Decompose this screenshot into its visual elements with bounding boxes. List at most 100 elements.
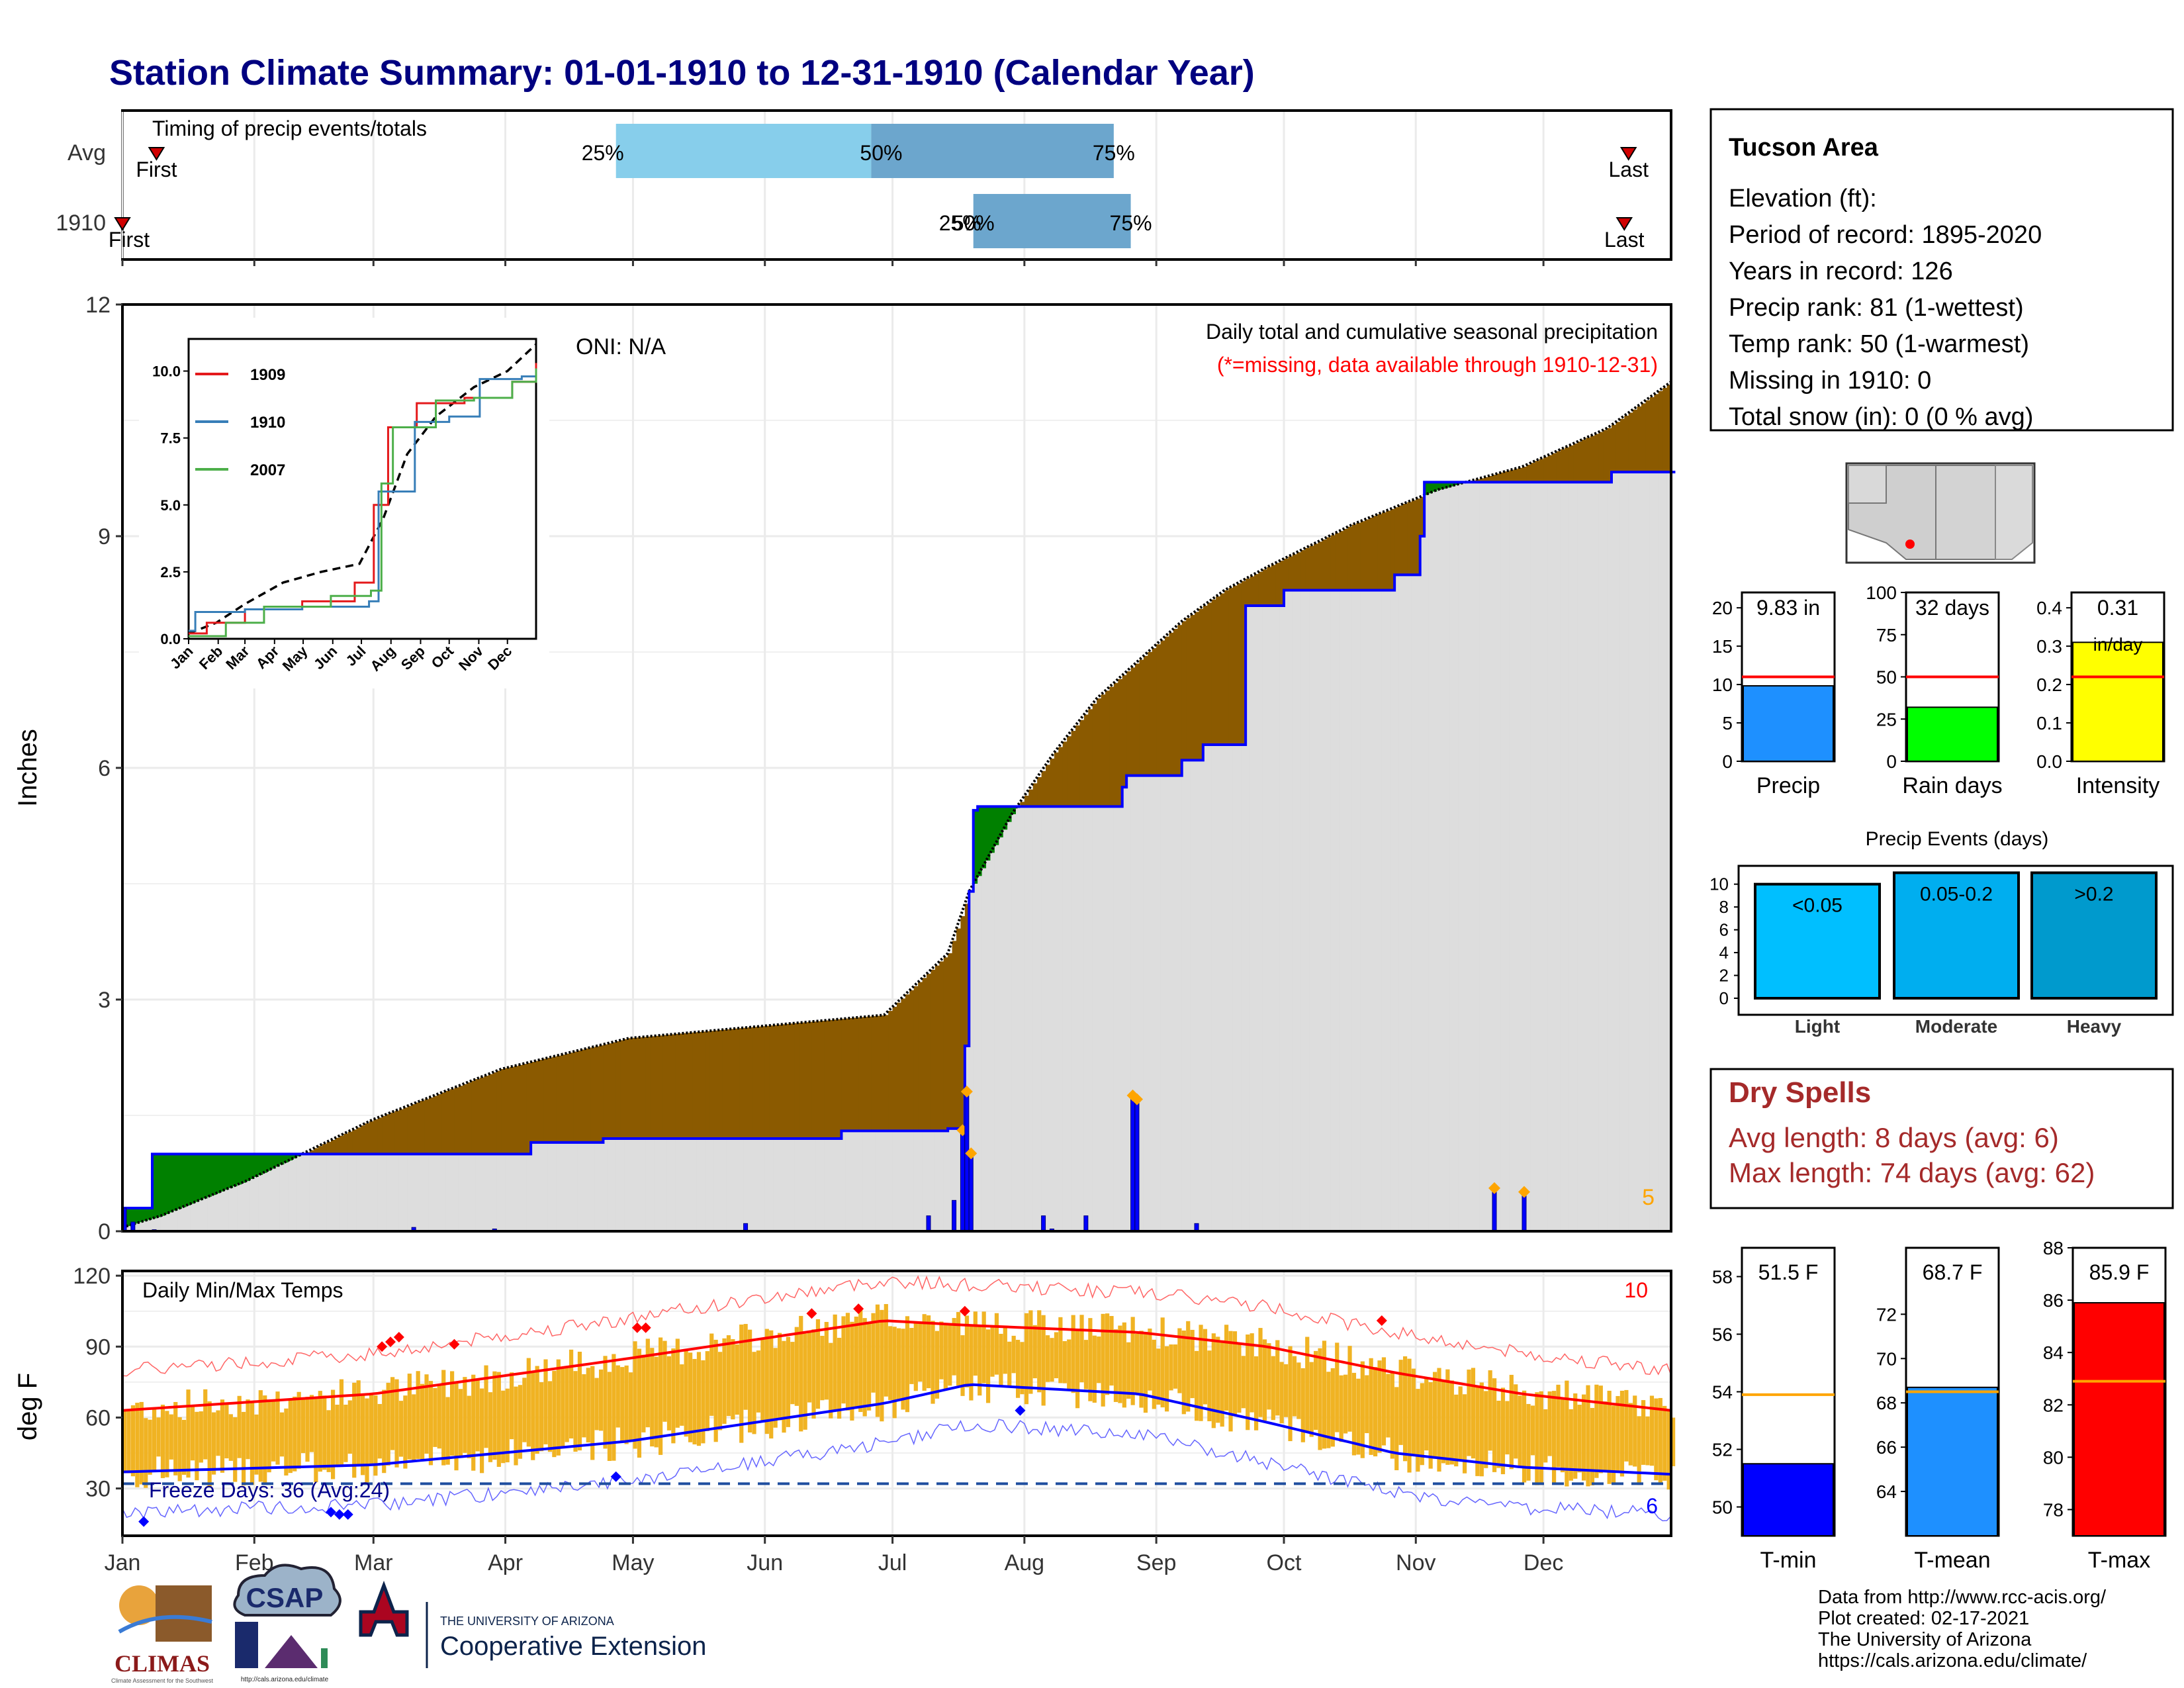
daily-temp-range-bar <box>675 1338 680 1428</box>
precip-cumulative-fill <box>1322 590 1328 1231</box>
daily-temp-range-bar <box>569 1349 574 1439</box>
precip-deficit-area <box>1326 537 1332 590</box>
precip-deficit-area <box>1411 500 1417 575</box>
record-high-marker <box>385 1336 396 1348</box>
temp-bar-tick-label: 88 <box>2043 1238 2064 1258</box>
events-title: Precip Events (days) <box>1866 828 2049 850</box>
daily-temp-range-bar <box>1113 1329 1118 1402</box>
precip-deficit-area <box>901 998 906 1131</box>
daily-temp-range-bar <box>1628 1403 1633 1466</box>
daily-temp-range-bar <box>1058 1317 1063 1383</box>
mini-bar-value <box>2072 641 2163 762</box>
daily-temp-range-bar <box>960 1335 965 1396</box>
station-info-line: Temp rank: 50 (1-warmest) <box>1729 330 2029 358</box>
temp-bar-tick-label: 50 <box>1712 1497 1733 1518</box>
precip-cumulative-fill <box>212 1195 217 1231</box>
precip-cumulative-fill <box>522 1154 527 1231</box>
precip-deficit-area <box>1330 535 1336 590</box>
daily-temp-range-bar <box>267 1399 271 1473</box>
precip-cumulative-fill <box>565 1142 570 1231</box>
precip-deficit-area <box>752 1027 757 1139</box>
daily-temp-range-bar <box>1028 1310 1033 1394</box>
precip-deficit-area <box>361 1125 366 1154</box>
precip-deficit-area <box>939 961 944 1131</box>
precip-cumulative-fill <box>688 1139 694 1231</box>
inset-legend-label: 1910 <box>250 414 285 432</box>
daily-temp-range-bar <box>820 1336 825 1401</box>
timing-first-label: First <box>136 158 177 181</box>
events-tick-label: 10 <box>1709 874 1729 894</box>
daily-temp-range-bar <box>731 1339 735 1420</box>
precip-cumulative-fill <box>1518 482 1523 1232</box>
precip-cumulative-fill <box>1207 745 1212 1231</box>
precip-deficit-area <box>845 1018 851 1131</box>
precip-deficit-area <box>1552 453 1557 483</box>
precip-cumulative-fill <box>599 1142 604 1231</box>
precip-deficit-area <box>1356 522 1361 590</box>
daily-temp-range-bar <box>531 1371 535 1460</box>
precip-surplus-area <box>1449 482 1455 487</box>
timing-label-50: 50% <box>952 211 995 235</box>
daily-temp-range-bar <box>1394 1387 1399 1471</box>
precip-cumulative-fill <box>1637 472 1642 1231</box>
mini-bar-tick-label: 0.0 <box>2036 751 2062 772</box>
station-info-line: Missing in 1910: 0 <box>1729 367 1931 395</box>
precip-cumulative-fill <box>267 1170 272 1231</box>
precip-deficit-area <box>867 1016 872 1131</box>
inset-series-line <box>189 371 537 632</box>
precip-observed-line <box>122 471 1676 1209</box>
precip-cumulative-fill <box>190 1203 196 1231</box>
precip-cumulative-fill <box>293 1158 298 1231</box>
precip-cumulative-fill <box>973 884 978 1231</box>
precip-cumulative-fill <box>696 1139 702 1231</box>
precip-cumulative-fill <box>1288 590 1293 1231</box>
precip-cumulative-fill <box>1032 806 1038 1231</box>
daily-temp-range-bar <box>1118 1325 1122 1403</box>
daily-temp-range-bar <box>352 1382 357 1478</box>
daily-temp-range-bar <box>467 1395 471 1458</box>
precip-cumulative-fill <box>680 1139 685 1231</box>
daily-temp-range-bar <box>135 1403 140 1487</box>
precip-cumulative-fill <box>1262 606 1268 1231</box>
precip-cumulative-fill <box>1398 575 1404 1231</box>
precip-deficit-area <box>1530 463 1536 483</box>
daily-temp-range-bar <box>535 1366 539 1454</box>
precip-cumulative-fill <box>871 1131 876 1231</box>
daily-temp-range-bar <box>1288 1346 1293 1442</box>
precip-cumulative-fill <box>1394 575 1400 1231</box>
precip-deficit-area <box>880 1015 885 1131</box>
precip-deficit-area <box>471 1080 477 1154</box>
precip-deficit-area <box>510 1066 515 1154</box>
daily-temp-range-bar <box>1011 1335 1016 1374</box>
station-info-box: Tucson Area Elevation (ft): Period of rec… <box>1709 108 2174 432</box>
timing-label-75: 75% <box>1110 211 1152 235</box>
daily-temp-range-bar <box>1139 1331 1144 1408</box>
precip-deficit-area <box>1398 505 1404 575</box>
precip-surplus-area <box>199 1154 204 1201</box>
daily-temp-range-bar <box>1518 1395 1522 1468</box>
precip-deficit-area <box>335 1137 340 1154</box>
precip-cumulative-fill <box>480 1154 485 1231</box>
daily-temp-range-bar <box>1437 1368 1441 1472</box>
record-high-marker <box>631 1322 643 1333</box>
precip-cumulative-fill <box>718 1139 723 1231</box>
precip-cumulative-fill <box>318 1154 323 1231</box>
precip-cumulative-fill <box>1020 806 1025 1231</box>
precip-deficit-area <box>424 1099 430 1154</box>
daily-temp-range-bar <box>1484 1391 1488 1468</box>
precip-cumulative-fill <box>931 1131 936 1231</box>
daily-temp-range-bar <box>978 1325 982 1396</box>
daily-temp-range-bar <box>688 1352 693 1442</box>
daily-temp-range-bar <box>620 1367 625 1442</box>
precip-cumulative-fill <box>173 1210 179 1231</box>
precip-cumulative-fill <box>1330 590 1336 1231</box>
precip-cumulative-fill <box>1339 590 1344 1231</box>
precip-cumulative-fill <box>735 1139 740 1231</box>
daily-temp-range-bar <box>948 1323 952 1386</box>
daily-temp-range-bar <box>884 1303 888 1397</box>
precip-deficit-area <box>314 1148 319 1154</box>
precip-deficit-area <box>318 1146 323 1154</box>
precip-cumulative-fill <box>888 1131 893 1231</box>
precip-deficit-area <box>1279 561 1285 606</box>
precip-deficit-area <box>612 1042 617 1139</box>
